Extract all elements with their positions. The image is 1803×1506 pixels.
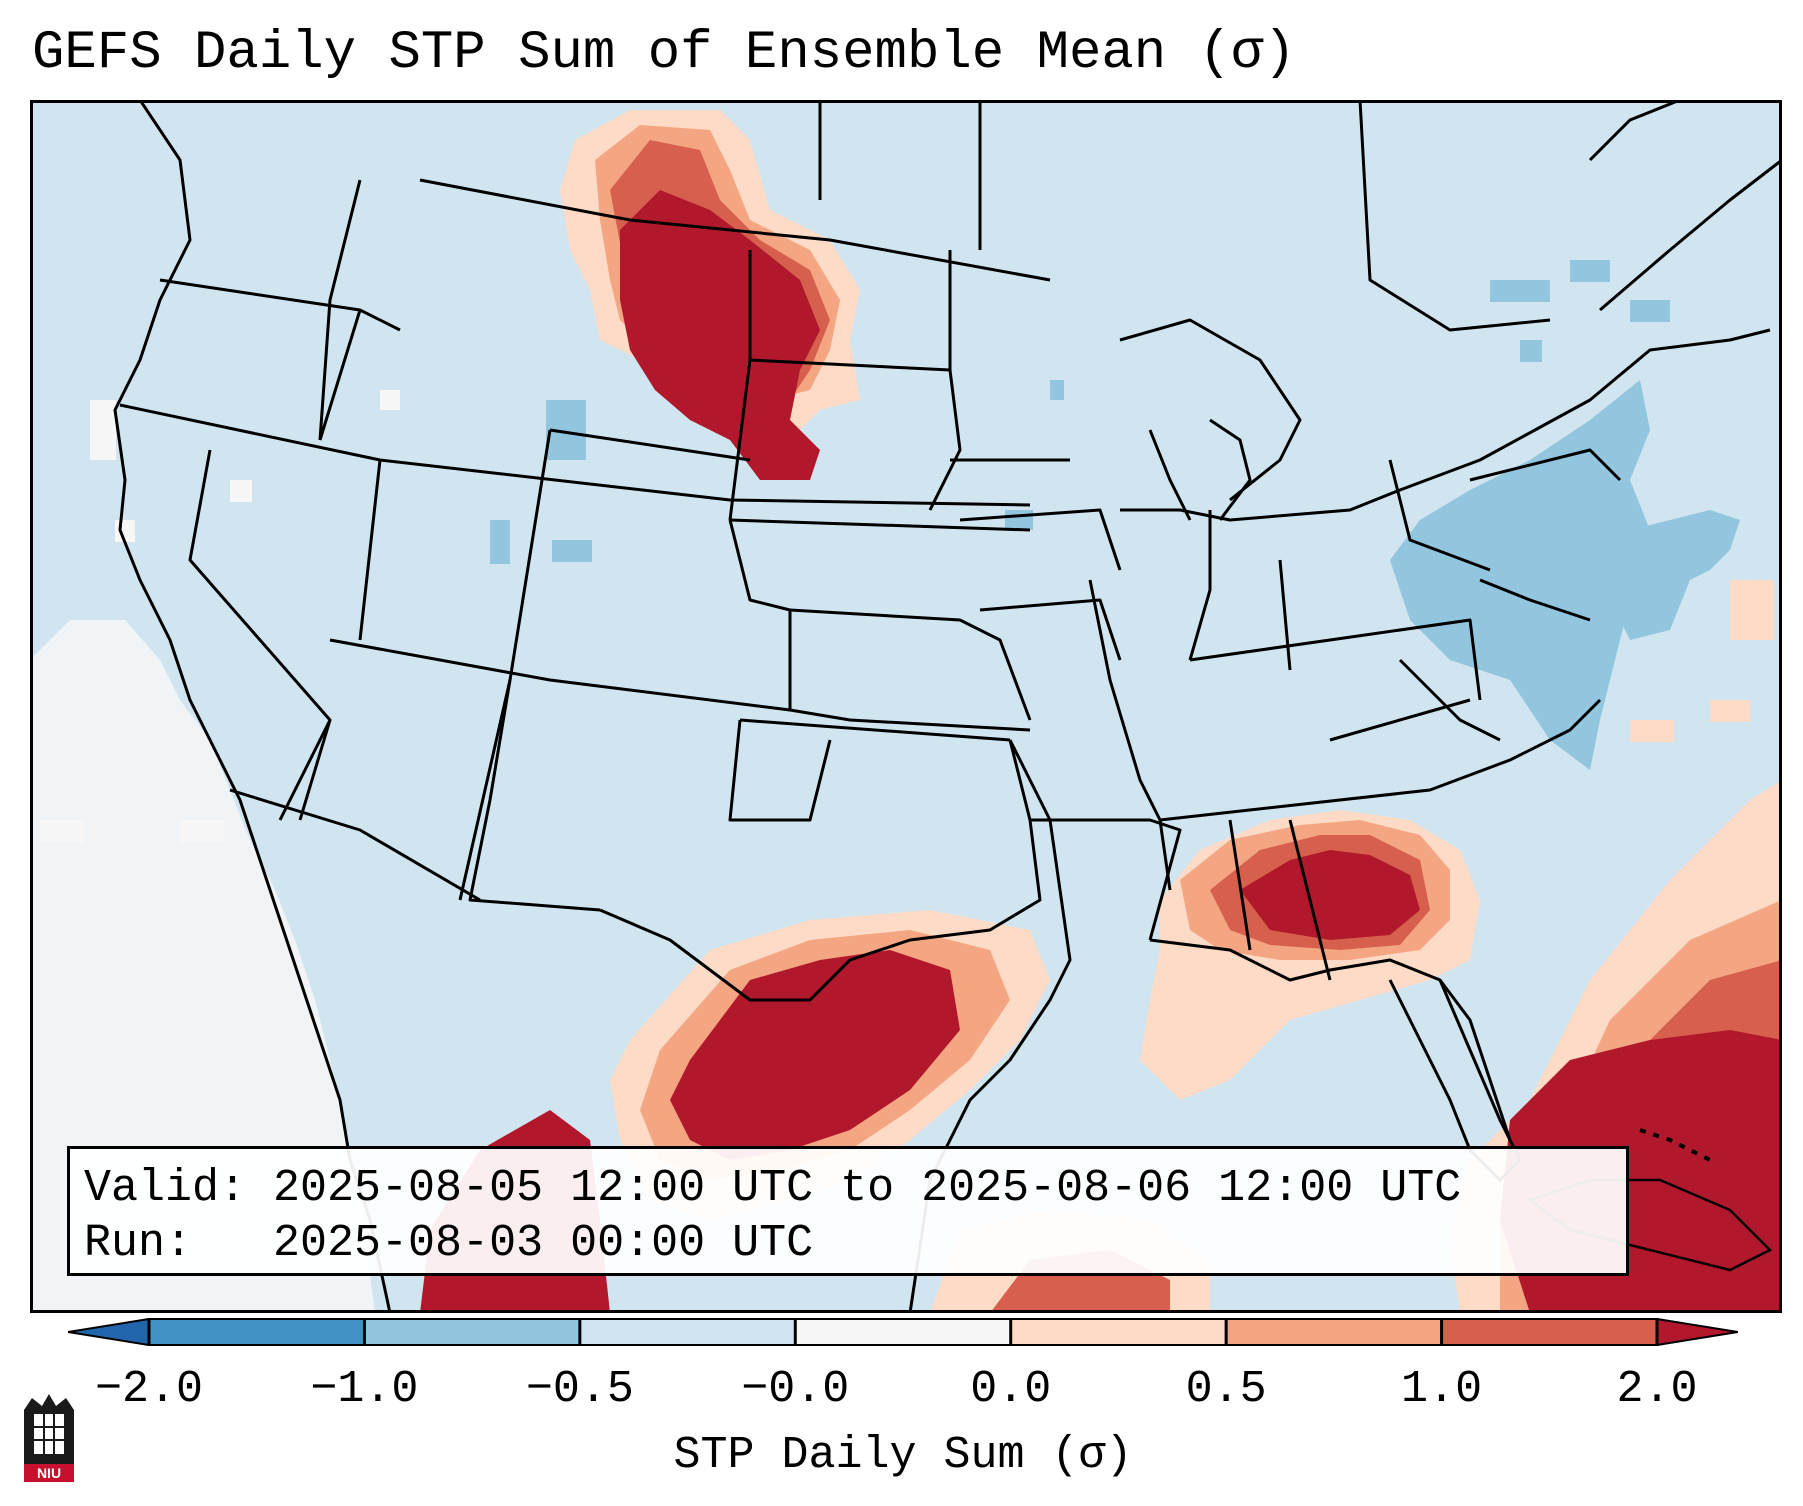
region-northeast [490,260,1740,770]
colorbar-tick-label: −2.0 [94,1364,204,1415]
colorbar-extend-high [1657,1318,1738,1346]
colorbar-label: STP Daily Sum (σ) [673,1430,1133,1481]
colorbar-segment-5 [1226,1318,1443,1346]
colorbar-tick-label: 2.0 [1616,1364,1698,1415]
colorbar-segment-6 [1441,1318,1658,1346]
colorbar-tick-label: −0.5 [525,1364,634,1415]
map-frame [30,100,1782,1313]
map-title: GEFS Daily STP Sum of Ensemble Mean (σ) [32,23,1296,84]
valid-run-infobox: Valid: 2025-08-05 12:00 UTC to 2025-08-0… [67,1146,1629,1276]
colorbar-segment-1 [364,1318,581,1346]
logo-text: NIU [37,1465,61,1481]
colorbar-segment-0 [149,1318,365,1346]
colorbar-segment-4 [1010,1318,1227,1346]
colorbar-tick-label: 1.0 [1401,1364,1483,1415]
colorbar-tick-label: −0.0 [741,1364,850,1415]
colorbar-tick-label: 0.0 [970,1364,1052,1415]
colorbar-tick-label: −1.0 [310,1364,419,1415]
stp-map [30,100,1782,1313]
valid-time-text: Valid: 2025-08-05 12:00 UTC to 2025-08-0… [84,1163,1462,1214]
colorbar [68,1318,1738,1346]
region-northern-plains [560,110,860,480]
run-time-text: Run: 2025-08-03 00:00 UTC [84,1218,814,1269]
colorbar-extend-low [68,1318,149,1346]
niu-logo-icon: NIU [24,1394,74,1482]
colorbar-tick-label: 0.5 [1185,1364,1267,1415]
map-borders [113,100,1782,1313]
region-pacific-coast [30,390,400,1313]
colorbar-segment-3 [795,1318,1012,1346]
colorbar-segment-2 [579,1318,796,1346]
